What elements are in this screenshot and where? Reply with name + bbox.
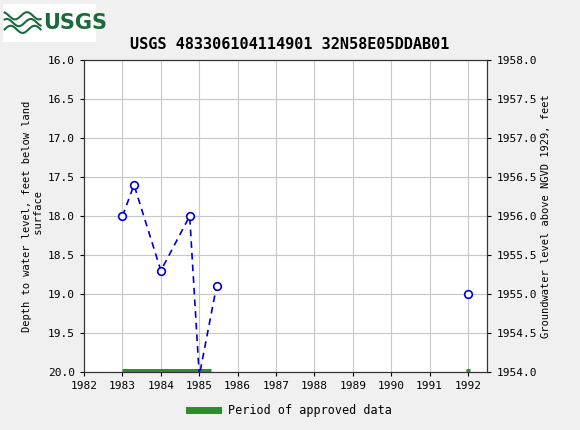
Text: USGS: USGS: [44, 12, 107, 33]
Text: USGS 483306104114901 32N58E05DDAB01: USGS 483306104114901 32N58E05DDAB01: [130, 37, 450, 52]
Y-axis label: Depth to water level, feet below land
 surface: Depth to water level, feet below land su…: [22, 101, 44, 332]
Y-axis label: Groundwater level above NGVD 1929, feet: Groundwater level above NGVD 1929, feet: [541, 94, 551, 338]
Bar: [3, 3, 96, 42]
Legend: Period of approved data: Period of approved data: [184, 399, 396, 422]
